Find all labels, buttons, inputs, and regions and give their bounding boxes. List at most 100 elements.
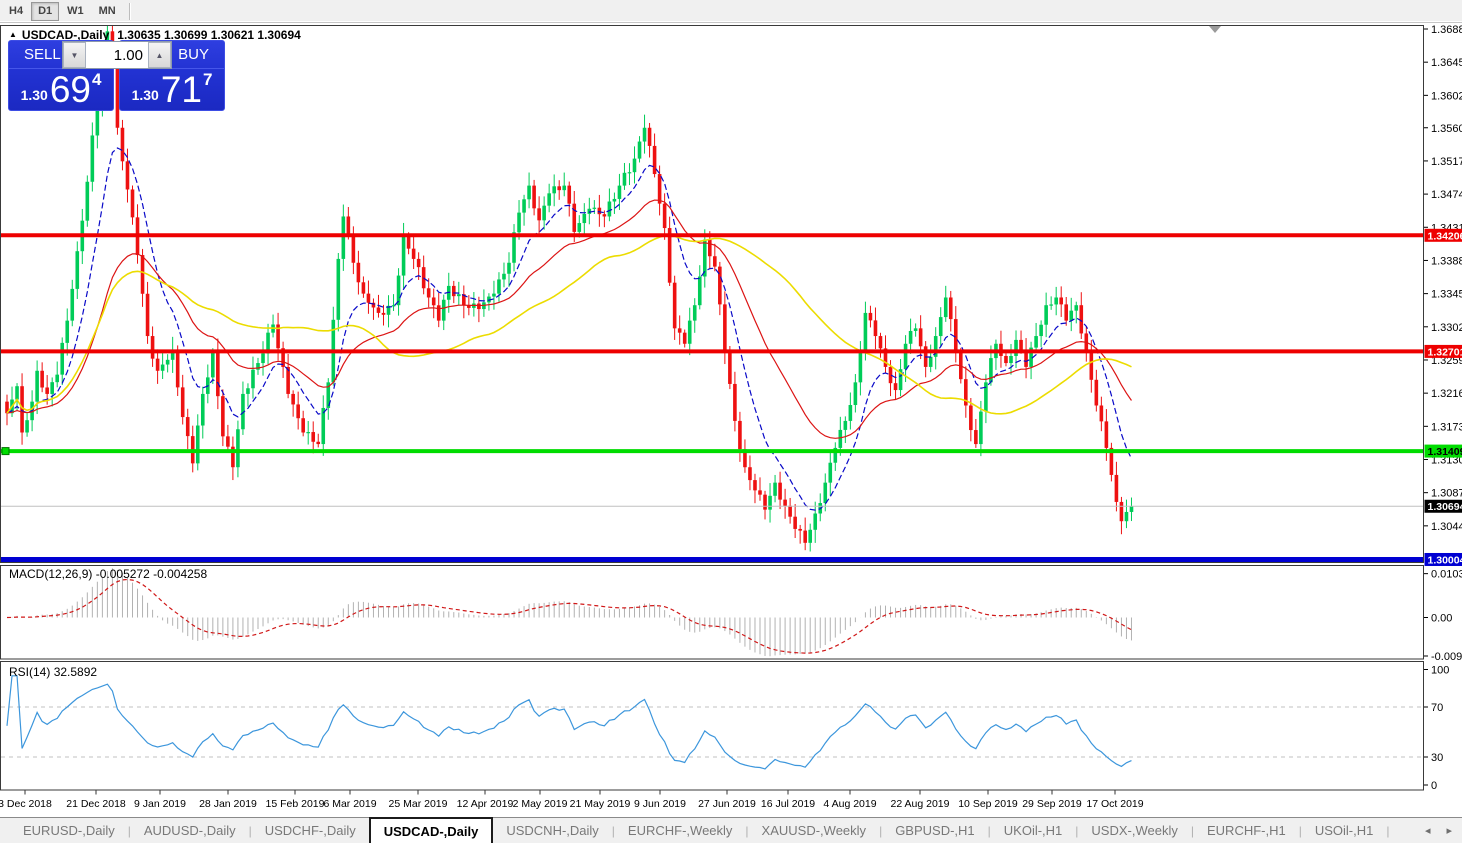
macd-values: -0.005272 -0.004258 <box>95 567 208 581</box>
tab-separator: | <box>1386 823 1390 838</box>
buy-price-pip: 7 <box>202 70 213 89</box>
date-axis-label: 12 Apr 2019 <box>456 798 514 810</box>
date-axis-label: 2 May 2019 <box>512 798 568 810</box>
chart-tab-eurchf-h1[interactable]: EURCHF-,H1 <box>1207 823 1286 838</box>
chart-tab-usdcad-daily[interactable]: USDCAD-,Daily <box>368 817 494 843</box>
date-axis-label: 15 Feb 2019 <box>265 798 325 810</box>
scroll-position-marker-icon <box>1209 26 1221 33</box>
price-axis[interactable]: 1.36880 1.36450 1.36020 1.35600 1.35170 1.347… <box>1424 24 1462 792</box>
chart-tab-eurchf-weekly[interactable]: EURCHF-,Weekly <box>627 823 733 838</box>
tab-separator: | <box>879 823 883 838</box>
tab-scroll-left-icon[interactable]: ◂ <box>1424 825 1431 837</box>
tab-separator: | <box>611 823 615 838</box>
svg-text:1.30870: 1.30870 <box>1431 488 1462 500</box>
svg-text:1.33880: 1.33880 <box>1431 255 1462 267</box>
chart-tab-usdchf-daily[interactable]: USDCHF-,Daily <box>264 823 356 838</box>
svg-text:0.010311: 0.010311 <box>1431 569 1462 581</box>
buy-button[interactable]: BUY <box>120 41 224 69</box>
chart-tab-xauusd-weekly[interactable]: XAUUSD-,Weekly <box>761 823 867 838</box>
volume-increase-button[interactable]: ▲ <box>148 42 171 68</box>
chart-tab-usdx-weekly[interactable]: USDX-,Weekly <box>1091 823 1178 838</box>
chart-tab-audusd-daily[interactable]: AUDUSD-,Daily <box>143 823 236 838</box>
price-tag-1-32701: 1.32701 <box>1424 344 1462 358</box>
chevron-up-icon: ▲ <box>155 50 164 60</box>
volume-decrease-button[interactable]: ▼ <box>63 42 86 68</box>
sell-price-prefix: 1.30 <box>20 87 48 103</box>
chart-symbol-label: USDCAD-,Daily <box>21 28 110 42</box>
chart-tab-eurusd-daily[interactable]: EURUSD-,Daily <box>23 823 115 838</box>
svg-text:1.33450: 1.33450 <box>1431 289 1462 301</box>
buy-panel: BUY 1.30 71 7 <box>119 40 225 111</box>
date-axis-label: 10 Sep 2019 <box>958 798 1018 810</box>
tab-separator: | <box>1190 823 1194 838</box>
timeframe-button-w1[interactable]: W1 <box>60 2 91 21</box>
sell-button[interactable]: SELL <box>9 41 113 69</box>
svg-text:1.34206: 1.34206 <box>1428 230 1462 242</box>
buy-price-button[interactable]: 1.30 71 7 <box>120 68 224 110</box>
rsi-panel-frame <box>0 661 1424 791</box>
svg-text:0: 0 <box>1431 780 1437 792</box>
macd-name: MACD(12,26,9) <box>9 567 93 581</box>
svg-text:1.32160: 1.32160 <box>1431 388 1462 400</box>
sell-price-pip: 4 <box>91 70 102 89</box>
svg-text:30: 30 <box>1431 752 1443 764</box>
svg-text:100: 100 <box>1431 665 1449 677</box>
svg-text:-0.009203: -0.009203 <box>1431 651 1462 663</box>
buy-price-prefix: 1.30 <box>131 87 159 103</box>
chart-tab-ukoil-h1[interactable]: UKOil-,H1 <box>1003 823 1063 838</box>
tab-separator: | <box>1298 823 1302 838</box>
svg-text:1.30004: 1.30004 <box>1428 554 1462 566</box>
moving-average-lines <box>6 147 1133 511</box>
date-axis-label: 27 Jun 2019 <box>698 798 756 810</box>
price-tag-1-31409: 1.31409 <box>1424 444 1462 458</box>
svg-text:1.32590: 1.32590 <box>1431 355 1462 367</box>
macd-label: MACD(12,26,9) -0.005272 -0.004258 <box>9 567 207 581</box>
svg-text:1.31730: 1.31730 <box>1431 421 1462 433</box>
one-click-trading-panel: SELL 1.30 69 4 BUY 1.30 71 7 ▼ ▲ <box>8 40 225 111</box>
timeframe-button-h4[interactable]: H4 <box>2 2 30 21</box>
tab-scroll-right-icon[interactable]: ▸ <box>1446 825 1452 837</box>
price-tag-1-30694: 1.30694 <box>1424 499 1462 513</box>
timeframe-toolbar: H4 D1 W1 MN <box>0 0 1462 23</box>
sell-price-big: 69 <box>49 68 91 110</box>
toolbar-separator <box>128 2 131 20</box>
chevron-down-icon: ▼ <box>70 50 79 60</box>
price-tag-1-30004: 1.30004 <box>1424 552 1462 566</box>
chart-tab-usdcnh-daily[interactable]: USDCNH-,Daily <box>506 823 599 838</box>
svg-text:1.36450: 1.36450 <box>1431 57 1462 69</box>
timeframe-button-mn[interactable]: MN <box>92 2 123 21</box>
svg-text:1.31409: 1.31409 <box>1428 446 1462 458</box>
ma-10-line <box>6 147 1133 511</box>
svg-text:1.32701: 1.32701 <box>1428 346 1462 358</box>
candles <box>5 26 1134 552</box>
ma-30-line <box>6 199 1132 439</box>
tab-separator: | <box>987 823 991 838</box>
rsi-label: RSI(14) 32.5892 <box>9 665 97 679</box>
chart-tab-usoil-h1[interactable]: USOil-,H1 <box>1314 823 1374 838</box>
svg-text:0.00: 0.00 <box>1431 613 1452 625</box>
tab-scroll-controls: ◂ ▸ <box>1425 818 1462 843</box>
rsi-name: RSI(14) <box>9 665 51 679</box>
ma-55-line <box>6 234 1132 415</box>
macd-signal-line <box>6 578 1132 654</box>
timeframe-button-d1[interactable]: D1 <box>31 1 60 21</box>
tab-separator: | <box>127 823 131 838</box>
chart-ohlc-values: 1.30635 1.30699 1.30621 1.30694 <box>117 28 301 42</box>
svg-text:1.33020: 1.33020 <box>1431 322 1462 334</box>
timeframe-buttons: H4 D1 W1 MN <box>2 1 124 21</box>
sell-price-button[interactable]: 1.30 69 4 <box>9 68 113 110</box>
rsi-line <box>6 675 1132 770</box>
svg-text:70: 70 <box>1431 702 1443 714</box>
time-axis[interactable]: 3 Dec 2018 21 Dec 2018 9 Jan 2019 28 Jan 20… <box>0 795 1424 817</box>
date-axis-label: 4 Aug 2019 <box>823 798 877 810</box>
price-tag-1-34206: 1.34206 <box>1424 228 1462 242</box>
collapse-arrow-icon[interactable]: ▲ <box>9 30 17 39</box>
hline-anchor-handle[interactable] <box>1 447 10 456</box>
svg-text:1.30694: 1.30694 <box>1428 501 1462 513</box>
date-axis-label: 22 Aug 2019 <box>890 798 950 810</box>
volume-input[interactable] <box>86 42 148 68</box>
chart-tab-gbpusd-h1[interactable]: GBPUSD-,H1 <box>895 823 975 838</box>
date-axis-label: 9 Jun 2019 <box>634 798 686 810</box>
